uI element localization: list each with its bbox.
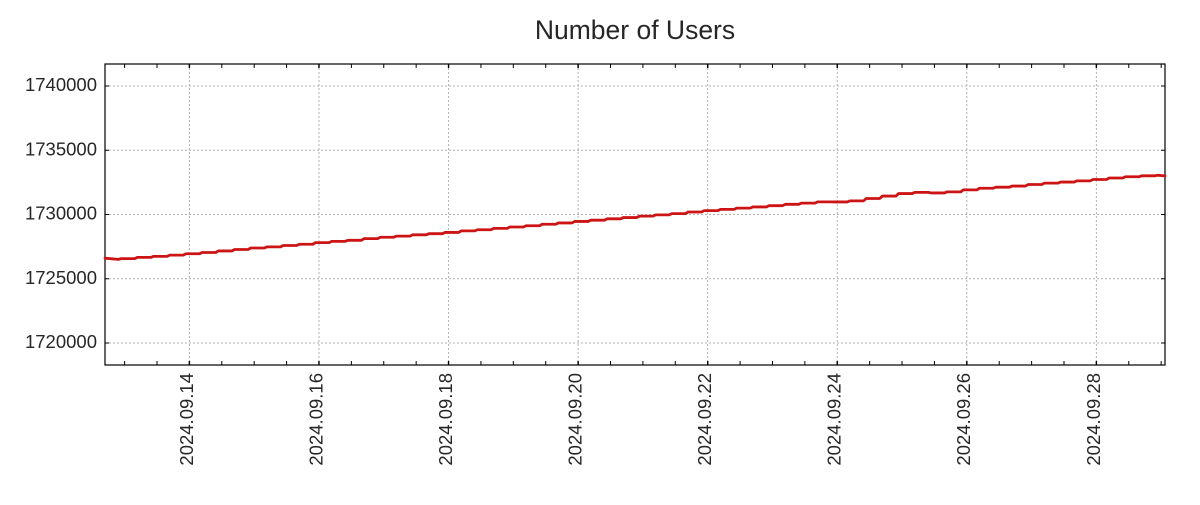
- svg-text:2024.09.26: 2024.09.26: [953, 373, 974, 466]
- svg-text:2024.09.28: 2024.09.28: [1083, 373, 1104, 466]
- svg-text:2024.09.18: 2024.09.18: [435, 373, 456, 466]
- svg-text:1720000: 1720000: [25, 331, 97, 352]
- svg-text:1730000: 1730000: [25, 203, 97, 224]
- svg-text:2024.09.16: 2024.09.16: [305, 373, 326, 466]
- svg-text:2024.09.20: 2024.09.20: [565, 373, 586, 466]
- svg-text:2024.09.14: 2024.09.14: [176, 373, 197, 466]
- svg-text:1725000: 1725000: [25, 267, 97, 288]
- svg-text:1735000: 1735000: [25, 138, 97, 159]
- svg-text:2024.09.22: 2024.09.22: [694, 373, 715, 466]
- svg-text:1740000: 1740000: [25, 74, 97, 95]
- svg-text:2024.09.24: 2024.09.24: [824, 373, 845, 466]
